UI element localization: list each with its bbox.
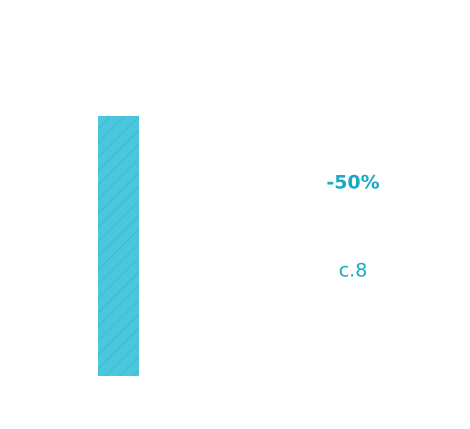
hatched-bar [98,116,139,376]
change-label: -50% [326,172,379,194]
count-label: c.8 [339,260,368,282]
